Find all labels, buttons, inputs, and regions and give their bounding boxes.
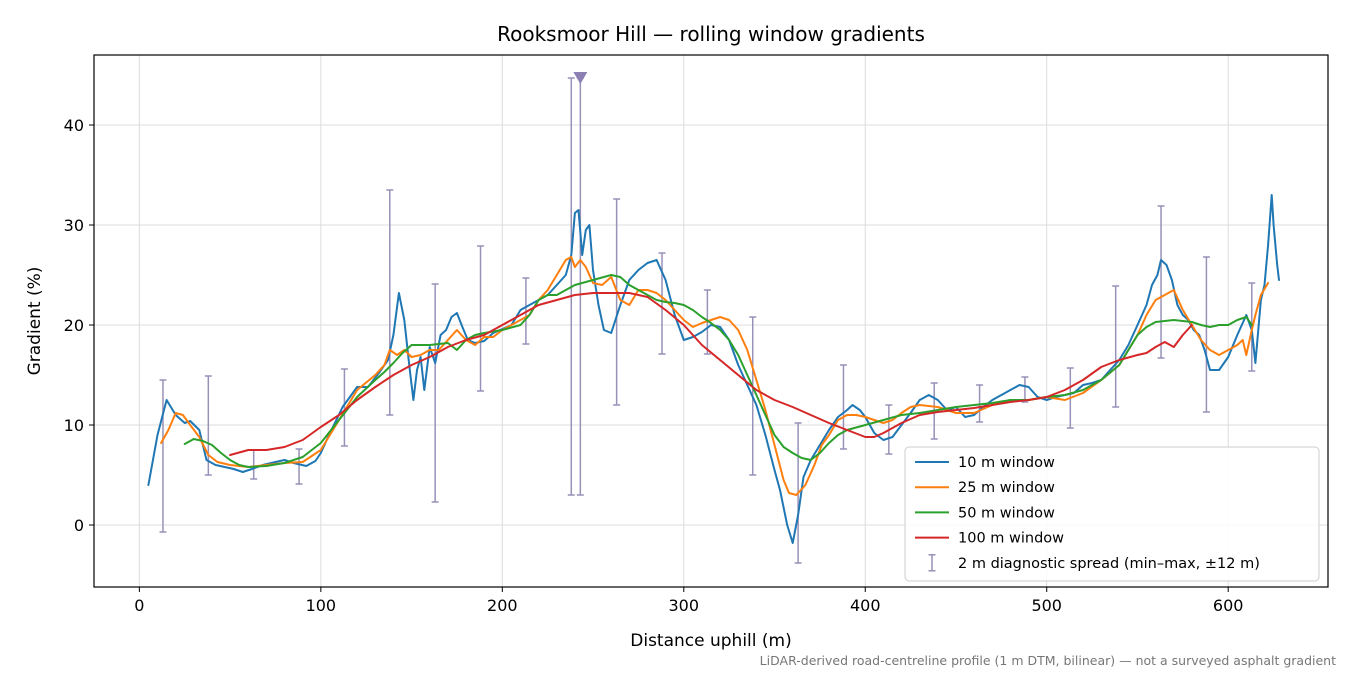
- legend-label: 100 m window: [958, 531, 1064, 547]
- errorbar: [613, 198, 621, 406]
- x-tick-label: 300: [669, 596, 700, 615]
- errorbar: [1157, 205, 1165, 359]
- errorbar: [1202, 256, 1210, 413]
- series-line-3: [183, 274, 1253, 468]
- plot-frame: [93, 54, 1329, 588]
- errorbar: [295, 448, 303, 485]
- series-line-4: [229, 292, 1193, 456]
- y-tick-label: 30: [64, 216, 84, 235]
- errorbar: [431, 283, 439, 503]
- legend: 10 m window 25 m window 50 m window 100 m w…: [904, 446, 1320, 582]
- errorbar: [839, 364, 847, 450]
- ticks: 0 100 200 300 400 500 600 0 10 20 30 40: [64, 116, 1244, 615]
- errorbar: [204, 375, 212, 476]
- y-tick-label: 0: [74, 516, 84, 535]
- y-tick-label: 40: [64, 116, 84, 135]
- legend-box: [904, 446, 1320, 582]
- legend-label: 2 m diagnostic spread (min–max, ±12 m): [958, 556, 1260, 572]
- errorbar: [159, 379, 167, 533]
- peak-marker: [573, 72, 588, 84]
- chart-title: Rooksmoor Hill — rolling window gradient…: [497, 22, 925, 46]
- errorbar: [1021, 376, 1029, 403]
- legend-label: 25 m window: [958, 480, 1055, 496]
- y-tick-label: 10: [64, 416, 84, 435]
- errorbar: [576, 77, 584, 496]
- errorbar: [477, 245, 485, 392]
- annotations: [573, 72, 588, 84]
- errorbar: [386, 189, 394, 416]
- errorbar: [250, 449, 258, 480]
- y-axis-label: Gradient (%): [25, 267, 45, 376]
- series-lines: [147, 194, 1280, 544]
- legend-label: 50 m window: [958, 505, 1055, 521]
- grid: [94, 55, 1328, 587]
- x-tick-label: 400: [850, 596, 881, 615]
- errorbar: [340, 368, 348, 447]
- legend-errorbar-swatch: [928, 554, 936, 572]
- legend-label: 10 m window: [958, 455, 1055, 471]
- footnote: LiDAR-derived road-centreline profile (1…: [760, 653, 1336, 668]
- y-tick-label: 20: [64, 316, 84, 335]
- x-tick-label: 600: [1213, 596, 1244, 615]
- x-tick-label: 0: [134, 596, 144, 615]
- x-axis-label: Distance uphill (m): [630, 631, 791, 651]
- x-tick-label: 500: [1031, 596, 1062, 615]
- x-tick-label: 200: [487, 596, 518, 615]
- x-tick-label: 100: [306, 596, 337, 615]
- errorbar: [1112, 285, 1120, 408]
